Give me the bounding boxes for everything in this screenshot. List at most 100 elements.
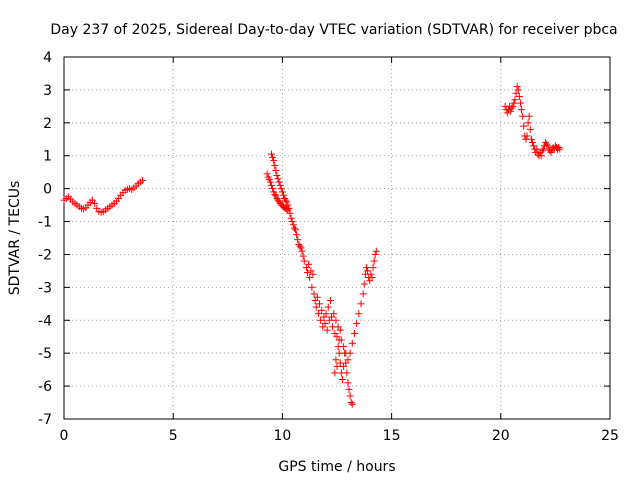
data-point-marker [267,150,275,158]
chart-title: Day 237 of 2025, Sidereal Day-to-day VTE… [50,22,617,38]
data-point-marker [316,300,324,308]
data-point-marker [292,226,300,234]
data-point-marker [508,104,516,112]
data-point-marker [530,142,538,150]
data-point-marker [284,201,292,209]
data-point-marker [324,303,332,311]
data-point-marker [556,145,564,153]
y-tick-label: -3 [38,280,52,296]
data-point-marker [290,224,298,232]
data-point-marker [297,244,305,252]
data-point-marker [332,356,340,364]
data-point-marker [538,147,546,155]
data-point-marker [367,270,375,278]
data-point-marker [318,306,326,314]
data-point-marker [300,257,308,265]
x-tick-label: 10 [273,428,291,444]
data-point-marker [369,264,377,272]
data-point-marker [330,310,338,318]
data-point-marker [340,343,348,351]
y-tick-label: -5 [38,346,52,362]
data-point-marker [279,191,287,199]
y-tick-label: 3 [43,83,52,99]
data-point-marker [333,362,341,370]
data-point-marker [271,191,279,199]
y-tick-label: -6 [38,379,52,395]
data-point-marker [346,349,354,357]
x-tick-label: 15 [383,428,401,444]
data-point-marker [526,125,534,133]
data-point-marker [362,264,370,272]
data-point-marker [309,270,317,278]
data-point-marker [503,109,511,117]
data-point-marker [528,139,536,147]
data-point-marker [269,185,277,193]
data-point-marker [344,379,352,387]
data-point-marker [322,310,330,318]
data-point-marker [360,280,368,288]
data-point-marker [294,236,302,244]
data-point-marker [270,157,278,165]
data-point-marker [266,178,274,186]
data-point-marker [511,96,519,104]
data-point-marker [372,247,380,255]
data-point-marker [357,300,365,308]
y-tick-label: 1 [43,149,52,165]
data-point-marker [288,218,296,226]
data-point-marker [321,320,329,328]
x-tick-label: 0 [60,428,69,444]
data-point-marker [271,162,279,170]
data-point-marker [525,112,533,120]
data-point-marker [527,135,535,143]
data-point-marker [345,385,353,393]
data-point-marker [287,214,295,222]
data-point-marker [509,102,517,110]
data-point-marker [516,99,524,107]
data-point-marker [338,376,346,384]
data-point-marker [305,260,313,268]
data-point-marker [348,339,356,347]
data-point-marker [555,144,563,151]
data-point-marker [263,170,271,178]
data-point-marker [272,167,280,175]
y-tick-label: -4 [38,313,52,329]
y-tick-label: 0 [43,182,52,198]
data-point-marker [344,356,352,364]
data-point-marker [278,188,286,196]
data-point-marker [314,310,322,318]
data-point-marker [313,293,321,301]
data-point-marker [282,196,290,204]
data-point-marker [537,152,545,160]
data-point-marker [298,247,306,255]
data-point-marker [293,231,301,239]
y-tick-label: 2 [43,116,52,132]
data-point-marker [343,369,351,377]
x-axis-label: GPS time / hours [278,459,395,475]
data-points [60,83,564,408]
data-point-marker [510,99,518,107]
data-point-marker [543,140,551,148]
data-point-marker [275,178,283,186]
y-axis-label: SDTVAR / TECUs [7,181,23,296]
data-point-marker [308,283,316,291]
data-point-marker [346,392,354,400]
data-point-marker [331,369,339,377]
data-point-marker [368,273,376,281]
data-point-marker [513,83,521,91]
data-point-marker [348,400,356,408]
data-point-marker [285,204,293,212]
data-point-marker [323,326,331,334]
data-point-marker [547,148,555,156]
data-point-marker [267,181,275,189]
data-point-marker [296,242,304,250]
data-point-marker [507,107,515,115]
data-point-marker [514,86,522,94]
data-point-marker [336,326,344,334]
data-point-marker [371,250,379,258]
x-tick-label: 25 [601,428,619,444]
y-tick-label: 4 [43,50,52,66]
data-point-marker [139,176,147,184]
data-point-marker [312,303,320,311]
